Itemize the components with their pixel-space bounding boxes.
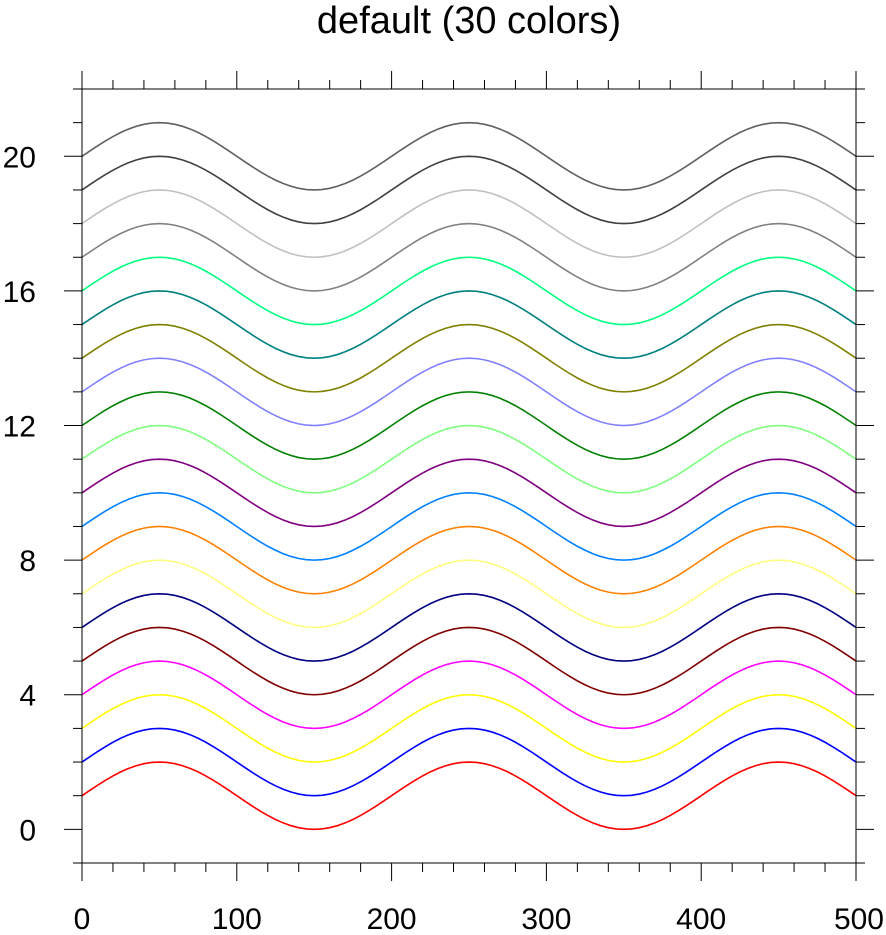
y-tick-label: 8: [19, 545, 36, 578]
y-tick-label: 12: [3, 411, 36, 444]
series-line-6: [81, 592, 857, 662]
series-line-20: [81, 121, 857, 191]
series-line-7: [81, 559, 857, 629]
chart-title: default (30 colors): [317, 0, 621, 42]
series-line-16: [81, 256, 857, 326]
series-line-11: [81, 424, 857, 494]
x-tick-label: 200: [367, 903, 417, 935]
x-tick-label: 500: [834, 903, 884, 935]
series-line-14: [81, 323, 857, 393]
x-tick-label: 100: [212, 903, 262, 935]
series-line-19: [81, 155, 857, 225]
series-line-3: [81, 693, 857, 763]
series-line-9: [81, 492, 857, 561]
series-line-13: [81, 357, 857, 427]
x-tick-label: 300: [521, 903, 571, 935]
plot-frame: [81, 88, 857, 864]
series-line-10: [81, 458, 857, 528]
series-line-2: [81, 727, 857, 797]
series-line-12: [81, 391, 857, 460]
axes-layer: [81, 88, 857, 864]
series-layer: [81, 121, 857, 831]
series-line-17: [81, 222, 857, 292]
y-tick-label: 0: [19, 814, 36, 847]
x-tick-label: 0: [74, 903, 91, 935]
series-line-4: [81, 660, 857, 730]
ticks-layer: [64, 71, 874, 881]
series-line-18: [81, 189, 857, 259]
series-line-1: [81, 761, 857, 831]
y-tick-label: 4: [19, 680, 36, 713]
tick-labels-layer: 0 100 200 300 400 500 0 4 8 12 16 20: [3, 141, 884, 935]
x-tick-label: 400: [676, 903, 726, 935]
series-line-5: [81, 626, 857, 696]
y-tick-label: 20: [3, 141, 36, 174]
series-line-8: [81, 525, 857, 595]
y-tick-label: 16: [3, 276, 36, 309]
series-line-15: [81, 290, 857, 360]
